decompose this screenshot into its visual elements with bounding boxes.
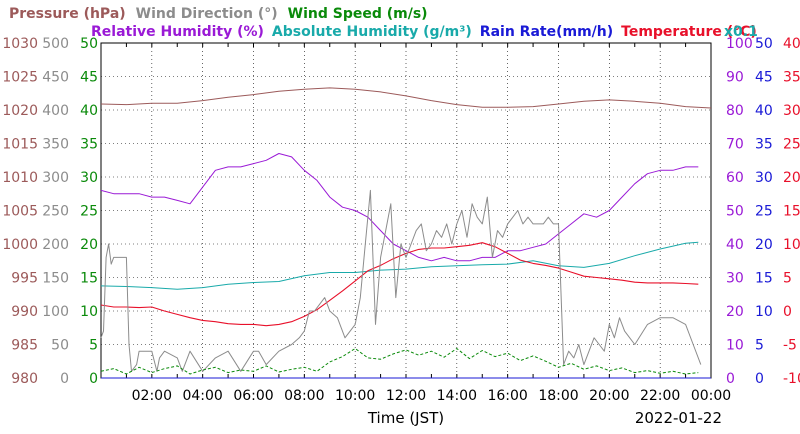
- y-tick-label-rain: 15: [755, 271, 773, 287]
- y-tick-label-wind_speed: 20: [80, 237, 98, 253]
- y-tick-label-wind_dir: 0: [60, 371, 69, 387]
- x-tick-label: 04:00: [182, 388, 222, 404]
- y-tick-label-wind_dir: 50: [51, 338, 69, 354]
- y-tick-label-pressure: 1000: [2, 237, 38, 253]
- legend-abs_hum: Absolute Humidity (g/m³): [272, 24, 472, 40]
- y-tick-label-rain: 10: [755, 304, 773, 320]
- y-tick-label-temp: 30: [783, 103, 800, 119]
- y-tick-label-rain: 40: [755, 103, 773, 119]
- y-tick-label-wind_speed: 50: [80, 36, 98, 52]
- y-tick-label-wind_dir: 250: [42, 204, 69, 220]
- x-tick-label: 00:00: [691, 388, 731, 404]
- y-tick-label-rh: 70: [726, 137, 744, 153]
- y-tick-label-temp: 25: [783, 137, 800, 153]
- x-tick-label: 22:00: [640, 388, 680, 404]
- series-line-rh: [100, 153, 699, 262]
- y-tick-label-wind_speed: 10: [80, 304, 98, 320]
- legend-temp: Temperature (°C): [621, 24, 757, 40]
- y-tick-label-rh: 80: [726, 103, 744, 119]
- y-tick-label-pressure: 1025: [2, 70, 38, 86]
- legend-rh: Relative Humidity (%): [91, 24, 264, 40]
- y-tick-label-rh: 60: [726, 170, 744, 186]
- y-tick-label-rain: 50: [755, 36, 773, 52]
- y-tick-label-pressure: 985: [11, 338, 38, 354]
- y-tick-label-pressure: 990: [11, 304, 38, 320]
- x-tick-label: 06:00: [233, 388, 273, 404]
- x-tick-label: 08:00: [284, 388, 324, 404]
- y-tick-label-pressure: 980: [11, 371, 38, 387]
- y-tick-label-wind_dir: 500: [42, 36, 69, 52]
- y-tick-label-wind_speed: 25: [80, 204, 98, 220]
- y-tick-label-rh: 0: [726, 371, 735, 387]
- y-tick-label-pressure: 995: [11, 271, 38, 287]
- y-tick-label-wind_speed: 5: [89, 338, 98, 354]
- y-tick-label-rh: 50: [726, 204, 744, 220]
- y-tick-label-rain: 20: [755, 237, 773, 253]
- y-tick-label-wind_speed: 40: [80, 103, 98, 119]
- y-tick-label-temp: 15: [783, 204, 800, 220]
- x-tick-label: 12:00: [386, 388, 426, 404]
- legend-pressure: Pressure (hPa): [9, 6, 126, 22]
- y-tick-label-pressure: 1020: [2, 103, 38, 119]
- y-tick-label-wind_dir: 100: [42, 304, 69, 320]
- chart-date: 2022-01-22: [635, 409, 722, 427]
- y-tick-label-temp: 40: [783, 36, 800, 52]
- y-tick-label-temp: -5: [783, 338, 797, 354]
- y-tick-label-wind_dir: 350: [42, 137, 69, 153]
- legend-wind_speed: Wind Speed (m/s): [288, 6, 428, 22]
- y-tick-label-wind_speed: 45: [80, 70, 98, 86]
- y-tick-label-wind_dir: 450: [42, 70, 69, 86]
- series-line-wind_speed: [100, 348, 699, 375]
- y-tick-label-pressure: 1030: [2, 36, 38, 52]
- y-tick-label-rain: 30: [755, 170, 773, 186]
- legend-rain: Rain Rate(mm/h): [480, 24, 613, 40]
- x-tick-label: 14:00: [437, 388, 477, 404]
- y-tick-label-temp: 0: [783, 304, 792, 320]
- y-tick-label-wind_dir: 200: [42, 237, 69, 253]
- series-line-pressure: [100, 87, 712, 109]
- y-tick-label-rain: 35: [755, 137, 773, 153]
- y-tick-label-temp: 5: [783, 271, 792, 287]
- y-tick-label-rain: 45: [755, 70, 773, 86]
- y-tick-label-wind_dir: 300: [42, 170, 69, 186]
- y-tick-label-temp: 10: [783, 237, 800, 253]
- abs-hum-scale-note: x0.1: [724, 24, 758, 40]
- y-tick-label-pressure: 1005: [2, 204, 38, 220]
- x-tick-label: 18:00: [538, 388, 578, 404]
- x-tick-label: 16:00: [487, 388, 527, 404]
- series-line-abs_hum: [100, 241, 699, 290]
- y-tick-label-rain: 5: [755, 338, 764, 354]
- series-line-wind_dir: [100, 189, 702, 372]
- y-tick-label-pressure: 1010: [2, 170, 38, 186]
- y-tick-label-wind_speed: 35: [80, 137, 98, 153]
- y-tick-label-temp: -10: [783, 371, 800, 387]
- y-tick-label-rh: 10: [726, 338, 744, 354]
- y-tick-label-pressure: 1015: [2, 137, 38, 153]
- legend-wind_dir: Wind Direction (°): [136, 6, 278, 22]
- y-tick-label-rh: 90: [726, 70, 744, 86]
- y-tick-label-wind_speed: 0: [89, 371, 98, 387]
- y-tick-label-rain: 25: [755, 204, 773, 220]
- y-tick-label-temp: 20: [783, 170, 800, 186]
- y-tick-label-wind_speed: 15: [80, 271, 98, 287]
- y-tick-label-rh: 20: [726, 304, 744, 320]
- y-tick-label-wind_dir: 150: [42, 271, 69, 287]
- y-tick-label-rh: 30: [726, 271, 744, 287]
- y-tick-label-rh: 100: [726, 36, 753, 52]
- x-axis-title: Time (JST): [367, 409, 444, 427]
- x-tick-label: 20:00: [589, 388, 629, 404]
- y-tick-label-wind_speed: 30: [80, 170, 98, 186]
- y-tick-label-temp: 35: [783, 70, 800, 86]
- x-tick-label: 02:00: [132, 388, 172, 404]
- x-tick-label: 10:00: [335, 388, 375, 404]
- y-tick-label-rh: 40: [726, 237, 744, 253]
- y-tick-label-rain: 0: [755, 371, 764, 387]
- y-tick-label-wind_dir: 400: [42, 103, 69, 119]
